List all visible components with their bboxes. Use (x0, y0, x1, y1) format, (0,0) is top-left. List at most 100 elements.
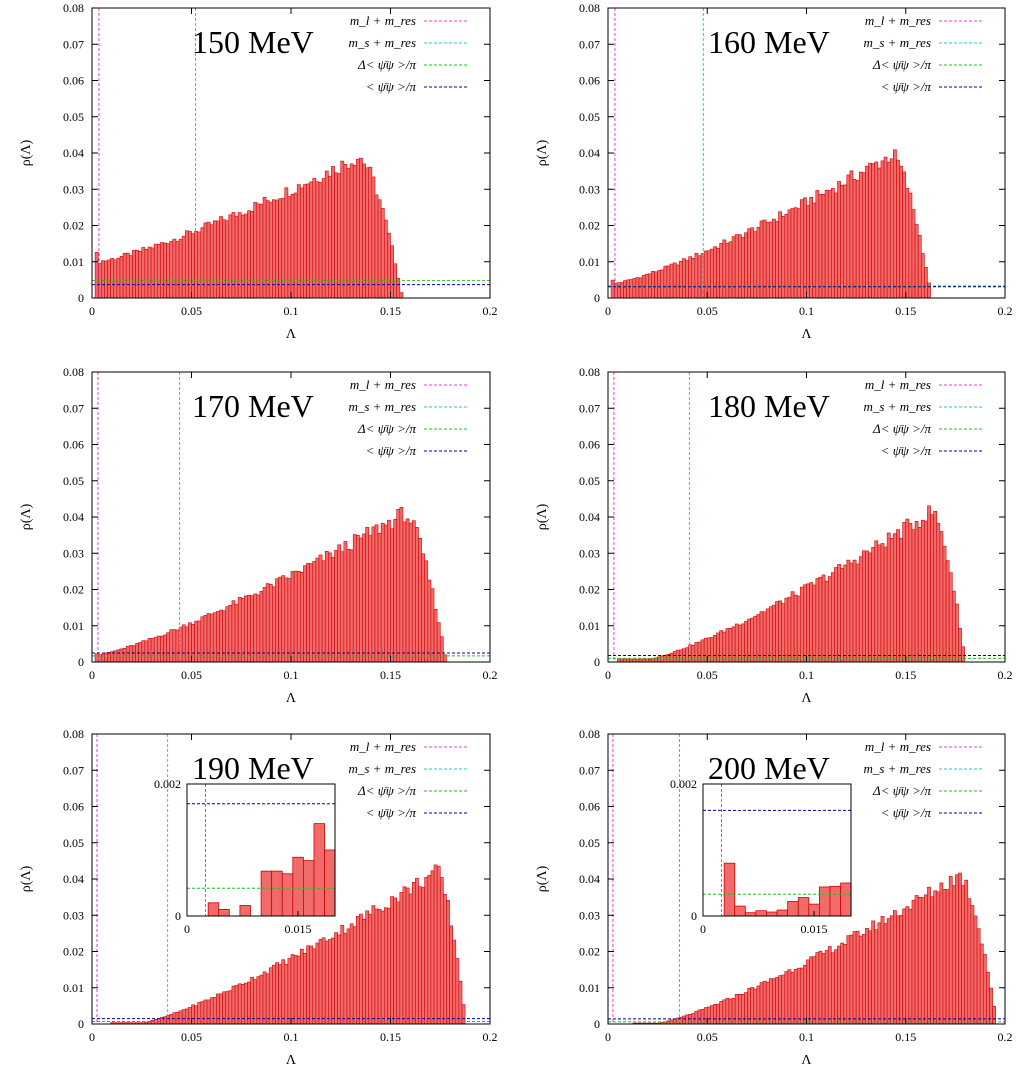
y-tick-label: 0.05 (63, 110, 84, 124)
histogram-bar (827, 946, 832, 1025)
histogram-bar (399, 292, 404, 299)
temperature-label: 170 MeV (192, 388, 314, 424)
histogram-bar (747, 228, 751, 299)
x-tick-label: 0.2 (483, 1030, 498, 1044)
histogram-bar (821, 194, 826, 299)
histogram-bar (750, 227, 755, 299)
histogram-bar (203, 615, 208, 663)
histogram-bar (824, 950, 829, 1025)
histogram-bar (961, 885, 965, 1025)
histogram-bar (685, 1014, 689, 1025)
histogram-bar (710, 1005, 714, 1025)
histogram-bar (337, 173, 342, 299)
histogram-bar (160, 242, 164, 299)
histogram-bar (169, 1014, 174, 1025)
histogram-bar (942, 889, 947, 1025)
histogram-bar (144, 640, 149, 663)
histogram-bar (722, 239, 727, 299)
histogram-bar (368, 166, 373, 299)
histogram-bar (837, 181, 841, 299)
inset-frame (702, 783, 852, 917)
histogram-bar (408, 893, 413, 1025)
y-tick-label: 0.03 (63, 182, 84, 196)
histogram-bar (893, 533, 897, 663)
histogram-bar (132, 249, 136, 299)
y-tick-label: 0.06 (63, 800, 84, 814)
histogram-bar (337, 544, 342, 663)
histogram-bar (756, 226, 761, 299)
histogram-bar (281, 198, 286, 299)
temperature-label: 150 MeV (192, 24, 314, 60)
histogram-bar (306, 945, 310, 1025)
histogram-bar (349, 923, 354, 1025)
histogram-bar (691, 645, 696, 663)
histogram-bar (799, 586, 804, 663)
histogram-bar (265, 200, 270, 299)
y-tick-label: 0.07 (579, 401, 600, 415)
histogram-bar (855, 180, 860, 299)
histogram-bar (281, 959, 286, 1025)
inset-x-tick-label: 0 (184, 922, 190, 936)
histogram-bar (651, 271, 655, 299)
histogram-bar (268, 584, 273, 663)
histogram-bar (852, 179, 857, 299)
histogram-bar (163, 242, 167, 299)
y-tick-label: 0.02 (579, 945, 600, 959)
histogram-bar (122, 252, 127, 299)
histogram-bar (768, 606, 773, 663)
histogram-bar (421, 553, 426, 663)
histogram-bar (343, 932, 348, 1025)
histogram-bar (163, 1016, 167, 1025)
histogram-bar (871, 547, 876, 663)
histogram-bar (896, 915, 900, 1025)
histogram-bar (231, 212, 236, 299)
x-tick-label: 0.1 (284, 668, 299, 682)
y-tick-label: 0.05 (579, 474, 600, 488)
histogram-bar (880, 916, 885, 1025)
histogram-bar (362, 533, 366, 663)
inset-histogram-bar (776, 909, 789, 917)
y-tick-label: 0.08 (63, 365, 84, 379)
histogram-bar (244, 595, 248, 663)
histogram-bar (343, 541, 348, 663)
inset-y-tick-label: 0.002 (154, 777, 181, 791)
histogram-bar (688, 256, 693, 299)
histogram-bar (759, 611, 764, 663)
histogram-bar (424, 876, 429, 1025)
histogram-bar (669, 652, 674, 663)
histogram-bar (765, 981, 770, 1025)
histogram-bar (247, 594, 251, 663)
histogram-bar (147, 246, 152, 299)
inset-histogram-bar (271, 870, 283, 917)
histogram-bar (927, 282, 931, 299)
histogram-bar (324, 551, 329, 663)
histogram-bar (958, 627, 962, 663)
histogram-bar (933, 890, 938, 1025)
histogram-bar (725, 628, 730, 663)
histogram-bar (871, 920, 876, 1025)
histogram-bar (439, 877, 444, 1025)
histogram-bar (399, 507, 404, 663)
histogram-bar (793, 207, 798, 299)
y-tick-label: 0.05 (63, 836, 84, 850)
histogram-bar (340, 160, 345, 299)
histogram-bar (455, 958, 460, 1025)
legend-psibar-label: < ψ̄ψ >/π (881, 79, 932, 94)
histogram-bar (846, 935, 851, 1025)
legend-ms-label: m_s + m_res (348, 761, 416, 776)
histogram-bar (253, 593, 258, 663)
histogram-bar (874, 540, 879, 663)
y-tick-label: 0.03 (579, 908, 600, 922)
histogram-bar (138, 250, 143, 299)
x-tick-label: 0.2 (998, 304, 1013, 318)
histogram-bar (225, 606, 230, 663)
histogram-bar (371, 526, 376, 663)
histogram-bar (868, 552, 872, 663)
y-tick-label: 0.08 (579, 365, 600, 379)
histogram-bar (812, 584, 817, 663)
histogram-bar (719, 1001, 724, 1025)
histogram-bar (365, 910, 370, 1025)
histogram-bar (911, 209, 916, 299)
histogram-bar (181, 624, 186, 663)
